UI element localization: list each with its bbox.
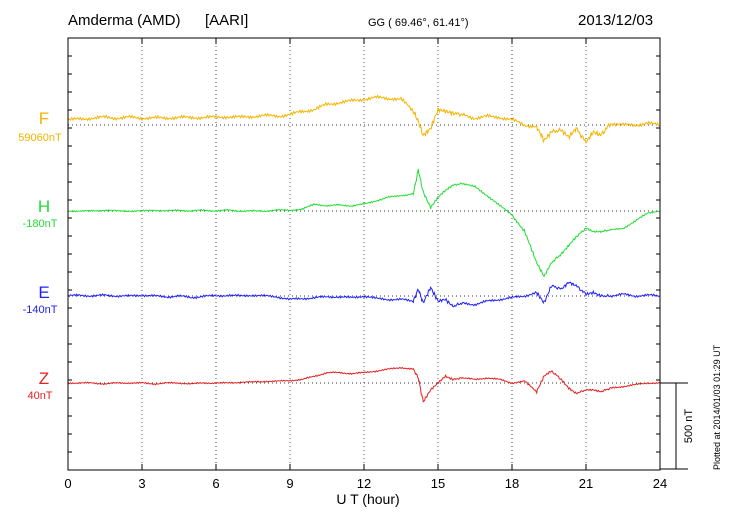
series-lines [67, 94, 661, 403]
series-baseline-f: 59060nT [18, 132, 62, 144]
series-labels: F 59060nT H -180nT E -140nT Z 40nT [18, 109, 62, 402]
station-name: Amderma (AMD) [68, 12, 181, 29]
scale-bar-label: 500 nT [683, 409, 695, 444]
axis-ticks: 0 3 6 9 12 15 18 21 24 [64, 38, 667, 491]
x-tick-label: 18 [505, 476, 519, 491]
baseline-dotted-lines [68, 124, 660, 384]
series-name-f: F [39, 109, 49, 128]
geographic-coordinates: GG ( 69.46°, 61.41°) [368, 17, 469, 29]
series-line-z [67, 366, 661, 403]
series-line-h [67, 168, 661, 278]
series-baseline-e: -140nT [23, 304, 58, 316]
x-tick-label: 0 [64, 476, 71, 491]
plotted-timestamp: Plotted at 2014/01/03 01:29 UT [712, 344, 722, 470]
x-tick-label: 24 [653, 476, 667, 491]
series-line-e [67, 281, 661, 308]
x-tick-label: 21 [579, 476, 593, 491]
series-name-z: Z [39, 369, 49, 388]
scale-bar: 500 nT [660, 382, 695, 470]
series-name-e: E [38, 283, 49, 302]
series-baseline-h: -180nT [23, 218, 58, 230]
series-baseline-z: 40nT [27, 390, 52, 402]
x-axis-label: U T (hour) [336, 491, 399, 507]
series-name-h: H [38, 197, 50, 216]
series-line-f [67, 94, 661, 144]
x-tick-label: 3 [138, 476, 145, 491]
date-label: 2013/12/03 [578, 12, 654, 29]
x-tick-label: 6 [212, 476, 219, 491]
grid-lines [141, 38, 587, 470]
x-tick-label: 12 [357, 476, 371, 491]
x-tick-label: 9 [286, 476, 293, 491]
x-tick-label: 15 [431, 476, 445, 491]
network-label: [AARI] [205, 12, 249, 29]
